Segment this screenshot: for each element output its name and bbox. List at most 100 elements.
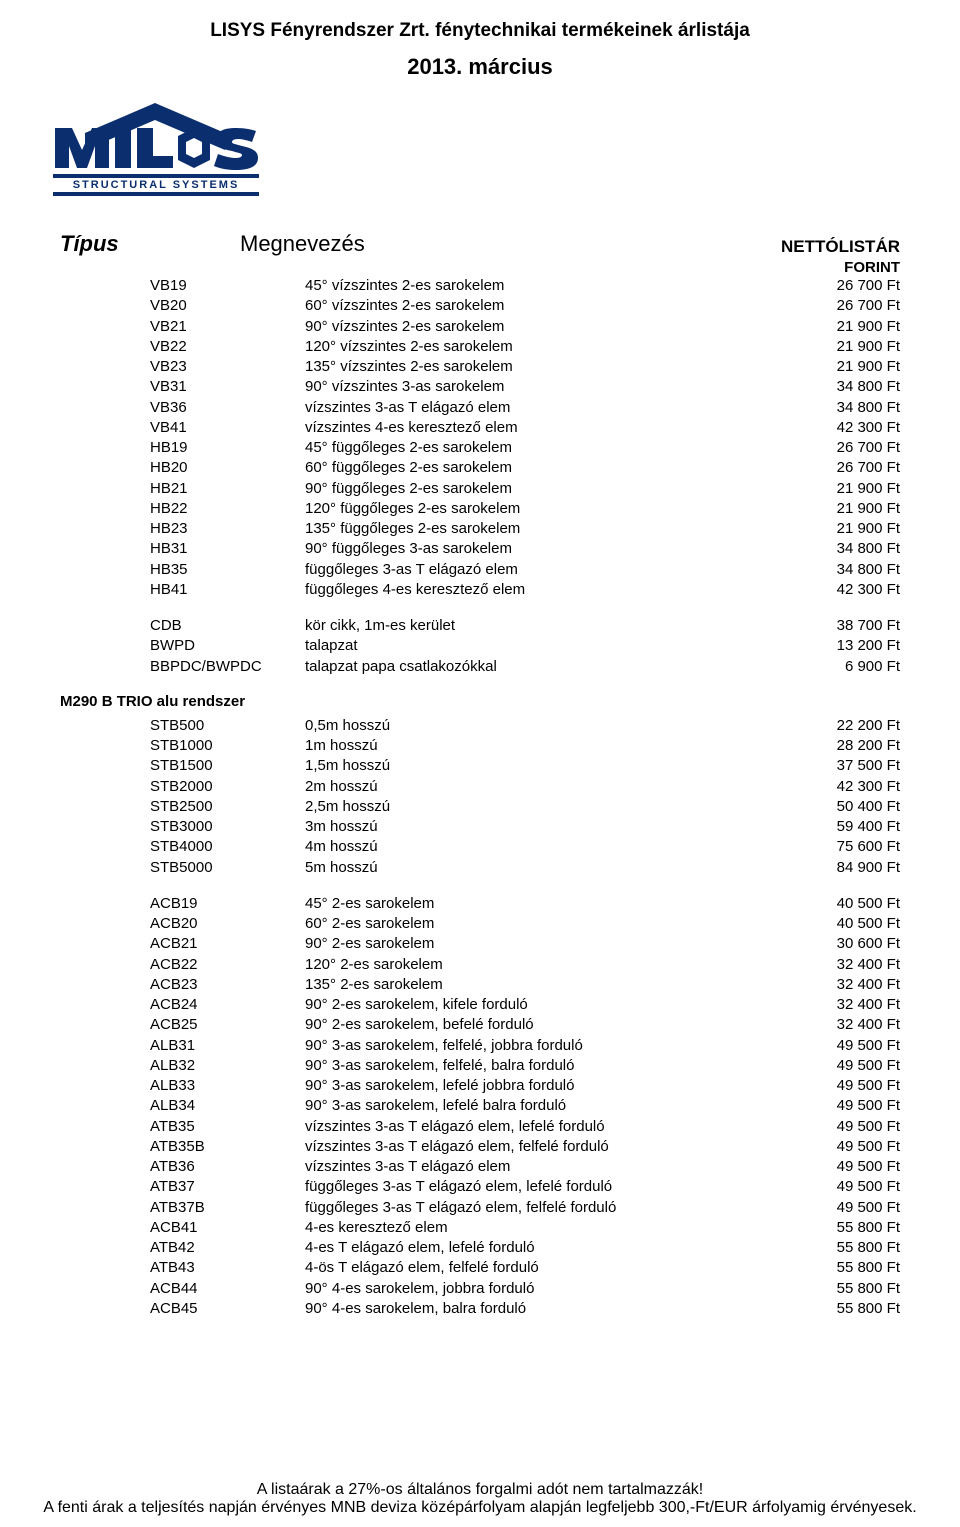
footer-line-1: A listaárak a 27%-os általános forgalmi … — [20, 1481, 940, 1499]
row-code: HB35 — [60, 560, 305, 580]
price-row: ALB3190° 3-as sarokelem, felfelé, jobbra… — [60, 1036, 900, 1056]
row-desc: 135° függőleges 2-es sarokelem — [305, 519, 780, 539]
row-code: VB31 — [60, 377, 305, 397]
row-code: STB4000 — [60, 837, 305, 857]
row-desc: 90° függőleges 2-es sarokelem — [305, 479, 780, 499]
row-code: HB21 — [60, 479, 305, 499]
row-code: HB19 — [60, 438, 305, 458]
price-row: VB36vízszintes 3-as T elágazó elem34 800… — [60, 398, 900, 418]
price-row: STB5000,5m hosszú22 200 Ft — [60, 716, 900, 736]
price-row: ACB22120° 2-es sarokelem32 400 Ft — [60, 955, 900, 975]
row-code: ATB35 — [60, 1117, 305, 1137]
price-row: HB35függőleges 3-as T elágazó elem34 800… — [60, 560, 900, 580]
row-price: 22 200 Ft — [780, 716, 900, 736]
row-code: ALB31 — [60, 1036, 305, 1056]
row-price: 6 900 Ft — [780, 657, 900, 677]
price-row: ATB35vízszintes 3-as T elágazó elem, lef… — [60, 1117, 900, 1137]
row-code: ATB36 — [60, 1157, 305, 1177]
row-code: VB23 — [60, 357, 305, 377]
price-row: ATB36vízszintes 3-as T elágazó elem49 50… — [60, 1157, 900, 1177]
row-price: 32 400 Ft — [780, 975, 900, 995]
price-row: ATB35Bvízszintes 3-as T elágazó elem, fe… — [60, 1137, 900, 1157]
row-desc: 90° függőleges 3-as sarokelem — [305, 539, 780, 559]
currency-label: FORINT — [720, 259, 900, 276]
row-price: 55 800 Ft — [780, 1258, 900, 1278]
row-desc: függőleges 3-as T elágazó elem — [305, 560, 780, 580]
header-type: Típus — [60, 231, 240, 257]
price-row: ALB3390° 3-as sarokelem, lefelé jobbra f… — [60, 1076, 900, 1096]
row-desc: 45° függőleges 2-es sarokelem — [305, 438, 780, 458]
row-price: 34 800 Ft — [780, 398, 900, 418]
row-price: 84 900 Ft — [780, 858, 900, 878]
row-code: ACB19 — [60, 894, 305, 914]
row-price: 59 400 Ft — [780, 817, 900, 837]
row-code: ACB41 — [60, 1218, 305, 1238]
row-code: STB2500 — [60, 797, 305, 817]
row-price: 34 800 Ft — [780, 560, 900, 580]
row-code: HB22 — [60, 499, 305, 519]
top-blocks: VB1945° vízszintes 2-es sarokelem26 700 … — [60, 276, 900, 677]
price-row: STB40004m hosszú75 600 Ft — [60, 837, 900, 857]
row-code: BBPDC/BWPDC — [60, 657, 305, 677]
row-price: 49 500 Ft — [780, 1198, 900, 1218]
row-desc: vízszintes 3-as T elágazó elem, lefelé f… — [305, 1117, 780, 1137]
price-list-page: LISYS Fényrendszer Zrt. fénytechnikai te… — [0, 0, 960, 1527]
row-desc: 60° függőleges 2-es sarokelem — [305, 458, 780, 478]
row-code: VB21 — [60, 317, 305, 337]
header-desc: Megnevezés — [240, 231, 720, 257]
price-row: ALB3490° 3-as sarokelem, lefelé balra fo… — [60, 1096, 900, 1116]
row-desc: függőleges 3-as T elágazó elem, felfelé … — [305, 1198, 780, 1218]
price-row: ACB4590° 4-es sarokelem, balra forduló55… — [60, 1299, 900, 1319]
row-desc: 90° 3-as sarokelem, lefelé balra forduló — [305, 1096, 780, 1116]
row-price: 49 500 Ft — [780, 1076, 900, 1096]
row-desc: 90° 4-es sarokelem, jobbra forduló — [305, 1279, 780, 1299]
row-code: STB1000 — [60, 736, 305, 756]
row-price: 13 200 Ft — [780, 636, 900, 656]
row-price: 26 700 Ft — [780, 276, 900, 296]
row-desc: vízszintes 3-as T elágazó elem — [305, 398, 780, 418]
price-row: VB2190° vízszintes 2-es sarokelem21 900 … — [60, 317, 900, 337]
price-row: ATB37függőleges 3-as T elágazó elem, lef… — [60, 1177, 900, 1197]
row-price: 21 900 Ft — [780, 317, 900, 337]
price-row: ACB2590° 2-es sarokelem, befelé forduló3… — [60, 1015, 900, 1035]
row-desc: 1m hosszú — [305, 736, 780, 756]
row-desc: 90° 2-es sarokelem, kifele forduló — [305, 995, 780, 1015]
price-row: STB20002m hosszú42 300 Ft — [60, 777, 900, 797]
row-desc: függőleges 3-as T elágazó elem, lefelé f… — [305, 1177, 780, 1197]
row-price: 49 500 Ft — [780, 1036, 900, 1056]
row-code: VB19 — [60, 276, 305, 296]
row-code: HB20 — [60, 458, 305, 478]
price-row: CDBkör cikk, 1m-es kerület38 700 Ft — [60, 616, 900, 636]
row-price: 37 500 Ft — [780, 756, 900, 776]
row-code: ATB37B — [60, 1198, 305, 1218]
price-row: ATB434-ös T elágazó elem, felfelé fordul… — [60, 1258, 900, 1278]
price-row: HB2060° függőleges 2-es sarokelem26 700 … — [60, 458, 900, 478]
row-desc: 90° vízszintes 3-as sarokelem — [305, 377, 780, 397]
row-code: ALB32 — [60, 1056, 305, 1076]
row-code: HB31 — [60, 539, 305, 559]
price-block: STB5000,5m hosszú22 200 FtSTB10001m hoss… — [60, 716, 900, 878]
row-desc: 4m hosszú — [305, 837, 780, 857]
row-desc: 4-es T elágazó elem, lefelé forduló — [305, 1238, 780, 1258]
row-price: 49 500 Ft — [780, 1157, 900, 1177]
row-code: VB36 — [60, 398, 305, 418]
row-desc: 90° 3-as sarokelem, lefelé jobbra fordul… — [305, 1076, 780, 1096]
price-row: STB15001,5m hosszú37 500 Ft — [60, 756, 900, 776]
row-desc: vízszintes 3-as T elágazó elem, felfelé … — [305, 1137, 780, 1157]
price-row: HB1945° függőleges 2-es sarokelem26 700 … — [60, 438, 900, 458]
row-price: 55 800 Ft — [780, 1299, 900, 1319]
price-row: ACB414-es keresztező elem55 800 Ft — [60, 1218, 900, 1238]
row-price: 32 400 Ft — [780, 995, 900, 1015]
row-price: 42 300 Ft — [780, 418, 900, 438]
price-row: STB10001m hosszú28 200 Ft — [60, 736, 900, 756]
row-code: STB3000 — [60, 817, 305, 837]
row-code: ATB35B — [60, 1137, 305, 1157]
row-price: 42 300 Ft — [780, 580, 900, 600]
row-price: 28 200 Ft — [780, 736, 900, 756]
row-desc: 45° vízszintes 2-es sarokelem — [305, 276, 780, 296]
row-price: 21 900 Ft — [780, 357, 900, 377]
row-desc: 120° 2-es sarokelem — [305, 955, 780, 975]
row-code: ATB37 — [60, 1177, 305, 1197]
price-row: ATB424-es T elágazó elem, lefelé forduló… — [60, 1238, 900, 1258]
footer-line-2: A fenti árak a teljesítés napján érvénye… — [20, 1499, 940, 1517]
